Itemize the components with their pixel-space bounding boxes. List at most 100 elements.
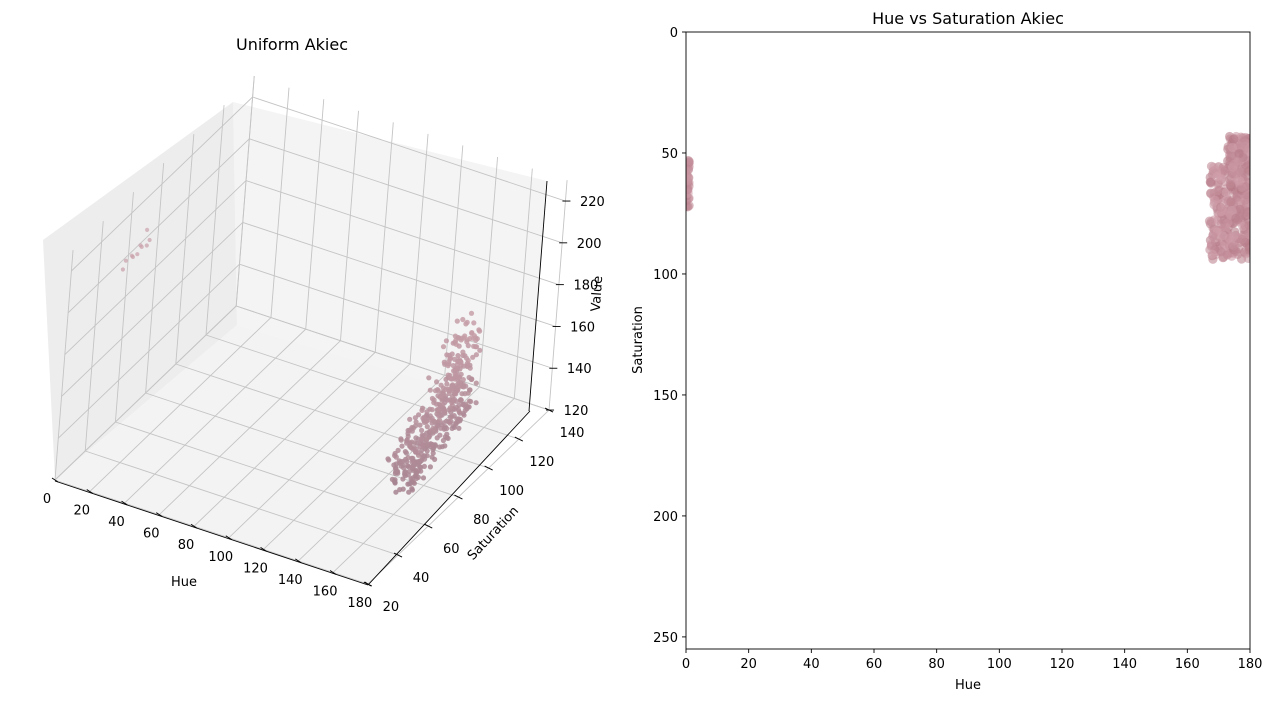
data-point-3d: [440, 409, 446, 415]
chart-2d-title: Hue vs Saturation Akiec: [872, 9, 1064, 28]
data-point-3d: [434, 387, 441, 393]
back-wall-gridline: [239, 263, 553, 369]
data-point-3d: [445, 397, 451, 403]
data-point-3d: [420, 415, 426, 421]
plot-frame: [685, 31, 1251, 650]
hue-tick: [86, 489, 94, 494]
ticks-2d: 0 20 40 60 80 100 120 140 160 180 0 50 100 150 200 250: [653, 26, 1262, 672]
data-point-3d: [444, 381, 450, 387]
value-tick-label: 200: [577, 237, 602, 252]
hue-tick: [329, 570, 337, 575]
data-point-3d: [400, 458, 406, 465]
y-tick-label-2d: 200: [653, 510, 678, 525]
data-point-3d: [120, 267, 125, 272]
data-point-3d: [420, 475, 427, 481]
data-point-2d: [686, 173, 693, 183]
side-wall-pane: [43, 102, 237, 479]
x-tick-label-2d: 120: [1050, 657, 1075, 672]
data-point-3d: [402, 469, 408, 475]
saturation-tick: [363, 581, 373, 587]
data-point-3d: [427, 387, 433, 393]
data-point-3d: [392, 480, 398, 486]
hue-tick-label: 0: [43, 492, 51, 507]
data-point-3d: [454, 318, 460, 324]
data-point-3d: [440, 402, 446, 408]
side-wall-gridline: [84, 221, 104, 452]
data-point-3d: [415, 452, 422, 458]
data-point-3d: [464, 319, 470, 325]
hue-tick-label: 40: [108, 515, 125, 530]
data-point-3d: [428, 417, 434, 423]
hue-tick: [156, 512, 163, 518]
y-tick-label-2d: 0: [670, 26, 678, 41]
side-wall-gridline: [205, 105, 225, 336]
data-point-3d: [459, 391, 465, 397]
data-point-3d: [424, 424, 430, 430]
data-point-3d: [452, 333, 458, 339]
data-point-3d: [135, 252, 140, 257]
hue-tick-label: 140: [278, 573, 303, 588]
data-point-3d: [456, 409, 462, 415]
data-point-3d: [464, 363, 470, 369]
value-axis-line: [528, 180, 548, 412]
hue-axis-label: Hue: [171, 575, 197, 590]
hue-tick: [190, 523, 198, 529]
hue-tick: [260, 546, 267, 552]
x-tick-label-2d: 160: [1175, 657, 1200, 672]
data-point-3d: [438, 393, 444, 399]
data-point-3d: [436, 413, 442, 419]
back-wall-gridline: [513, 168, 533, 399]
data-point-3d: [399, 443, 405, 449]
data-point-3d: [386, 457, 392, 463]
x-tick-label-2d: 180: [1238, 657, 1263, 672]
side-wall-gridline: [71, 96, 253, 272]
data-point-2d: [1227, 150, 1237, 160]
data-point-3d: [413, 419, 419, 425]
data-point-3d: [419, 407, 425, 413]
data-point-3d: [460, 377, 466, 383]
back-wall-gridline: [374, 122, 394, 353]
data-point-3d: [407, 443, 414, 450]
data-point-3d: [477, 347, 483, 353]
hue-tick-label: 160: [313, 584, 338, 599]
data-point-3d: [395, 447, 401, 453]
floor-gridline: [145, 392, 459, 498]
x-tick-label-2d: 20: [740, 657, 757, 672]
data-point-3d: [449, 400, 455, 406]
hue-tick: [121, 500, 128, 506]
hue-tick-label: 120: [243, 561, 268, 576]
data-point-3d: [393, 489, 399, 495]
data-point-3d: [412, 415, 418, 421]
data-point-2d: [1204, 216, 1215, 226]
data-point-2d: [1231, 213, 1241, 223]
chart-3d: Uniform Akiec 0 20 40 60 80 100 120 140 160 180 20…: [43, 35, 606, 615]
data-point-3d: [413, 471, 419, 477]
y-tick-label-2d: 50: [661, 147, 678, 162]
value-tick-label: 140: [567, 362, 592, 377]
data-point-2d: [686, 185, 692, 195]
floor-gridline: [115, 421, 429, 527]
back-wall-gridline: [245, 180, 560, 286]
back-wall-gridline: [249, 138, 563, 244]
x-tick-label-2d: 140: [1112, 657, 1137, 672]
chart-2d: Hue vs Saturation Akiec 0 20 40 60 80 100 120 1…: [631, 9, 1262, 693]
data-point-3d: [412, 440, 418, 446]
data-point-3d: [453, 373, 459, 379]
saturation-tick-label: 20: [383, 600, 400, 615]
data-point-3d: [434, 435, 440, 441]
saturation-tick-label: 100: [499, 484, 524, 499]
data-point-3d: [446, 419, 452, 425]
saturation-tick: [454, 494, 463, 500]
data-point-3d: [400, 476, 406, 482]
data-point-3d: [429, 441, 435, 448]
data-point-3d: [460, 316, 466, 323]
data-point-3d: [424, 442, 430, 448]
data-point-3d: [446, 358, 452, 365]
data-point-3d: [473, 352, 479, 358]
data-point-3d: [455, 383, 461, 389]
side-wall-gridline: [54, 250, 74, 481]
data-point-2d: [1244, 220, 1250, 230]
side-wall-gridline: [235, 76, 255, 307]
data-point-3d: [429, 407, 435, 413]
